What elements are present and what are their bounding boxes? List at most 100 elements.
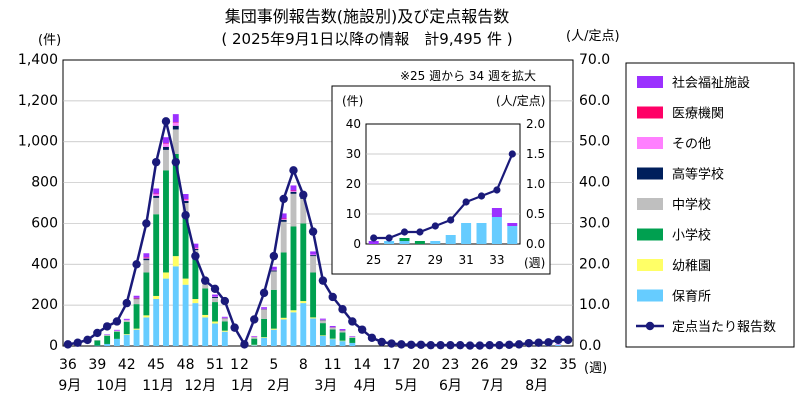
right-tick-label: 20.0 bbox=[579, 256, 610, 272]
bar-segment bbox=[310, 318, 317, 346]
bar-segment bbox=[349, 336, 356, 338]
rate-point bbox=[269, 251, 279, 261]
bar-segment bbox=[319, 335, 326, 346]
rate-point bbox=[122, 298, 131, 308]
bar-segment bbox=[192, 247, 199, 249]
x-tick-label: 14 bbox=[353, 357, 371, 373]
legend-label: 保育所 bbox=[672, 289, 711, 305]
bar-segment bbox=[182, 200, 189, 203]
chart-title-line1: 集団事例報告数(施設別)及び定点報告数 bbox=[225, 7, 510, 26]
rate-point bbox=[308, 227, 318, 236]
bar-segment bbox=[114, 330, 120, 332]
left-tick-label: 0 bbox=[353, 237, 361, 251]
left-tick-label: 40 bbox=[346, 117, 361, 131]
x-tick-label: 29 bbox=[428, 253, 443, 267]
x-tick-label: 48 bbox=[177, 357, 195, 373]
bar-segment bbox=[133, 298, 140, 300]
rate-point bbox=[485, 340, 494, 350]
bar-segment bbox=[430, 241, 441, 244]
inset-right-unit: (人/定点) bbox=[496, 93, 545, 108]
bar-segment bbox=[319, 319, 326, 321]
bar-segment bbox=[153, 299, 160, 346]
left-tick-label: 400 bbox=[31, 256, 58, 272]
rate-point bbox=[447, 216, 455, 224]
bar-segment bbox=[212, 296, 218, 298]
bar-segment bbox=[300, 198, 307, 224]
left-tick-label: 800 bbox=[31, 175, 58, 191]
bar-segment bbox=[349, 337, 356, 343]
main-plot-frame bbox=[62, 59, 574, 347]
bar-segment bbox=[123, 334, 130, 335]
bar-segment bbox=[221, 331, 228, 346]
bar-segment bbox=[310, 254, 317, 256]
left-tick-label: 1,400 bbox=[18, 52, 58, 68]
x-tick-label: 42 bbox=[118, 357, 136, 373]
bar-segment bbox=[192, 303, 199, 346]
rate-point bbox=[328, 292, 337, 302]
bar-segment bbox=[310, 317, 317, 319]
bar-segment bbox=[261, 337, 267, 338]
right-tick-label: 2.0 bbox=[526, 117, 545, 131]
bar-segment bbox=[329, 338, 336, 340]
legend-swatch bbox=[637, 76, 663, 88]
inset-left-unit: (件) bbox=[342, 94, 363, 108]
bar-segment bbox=[290, 310, 297, 313]
bar-segment bbox=[182, 199, 189, 201]
bar-segment bbox=[339, 330, 346, 331]
bar-segment bbox=[172, 153, 179, 257]
bar-segment bbox=[491, 208, 502, 217]
rate-point bbox=[63, 340, 73, 349]
bar-segment bbox=[339, 332, 346, 341]
right-tick-label: 0.0 bbox=[526, 237, 545, 251]
bar-segment bbox=[280, 218, 287, 220]
bar-segment bbox=[172, 129, 179, 154]
bar-segment bbox=[163, 149, 169, 171]
bar-segment bbox=[368, 241, 379, 244]
bar-segment bbox=[143, 253, 150, 258]
bar-segment bbox=[300, 301, 307, 304]
legend-label: 医療機関 bbox=[672, 107, 724, 122]
bar-segment bbox=[133, 304, 140, 329]
rate-point bbox=[230, 323, 239, 332]
left-tick-label: 600 bbox=[31, 215, 58, 231]
left-tick-label: 0 bbox=[49, 338, 58, 354]
x-tick-label: 36 bbox=[59, 357, 77, 373]
bar-segment bbox=[104, 335, 111, 344]
rate-point bbox=[462, 198, 470, 206]
bar-segment bbox=[143, 258, 150, 261]
bar-segment bbox=[182, 194, 189, 200]
bar-segment bbox=[212, 294, 218, 297]
bar-segment bbox=[329, 325, 336, 328]
x-tick-label: 27 bbox=[397, 253, 412, 267]
x-tick-label: 31 bbox=[458, 253, 473, 267]
bar-segment bbox=[300, 303, 307, 346]
bar-segment bbox=[221, 317, 228, 319]
rate-point bbox=[431, 222, 439, 230]
bar-segment bbox=[104, 343, 111, 346]
bar-segment bbox=[172, 122, 179, 126]
bar-segment bbox=[261, 307, 267, 309]
bar-segment bbox=[251, 344, 258, 346]
bar-segment bbox=[507, 223, 518, 226]
rate-point bbox=[563, 335, 573, 345]
bar-segment bbox=[123, 318, 130, 320]
bar-segment bbox=[153, 193, 160, 195]
bar-segment bbox=[163, 146, 169, 150]
bar-segment bbox=[300, 223, 307, 302]
rate-point bbox=[112, 317, 122, 326]
bar-segment bbox=[339, 330, 346, 333]
rate-point bbox=[161, 117, 171, 126]
bar-segment bbox=[290, 190, 297, 192]
month-label: 3月 bbox=[314, 378, 337, 394]
x-tick-label: 26 bbox=[471, 357, 489, 373]
inset-x-unit: (週) bbox=[524, 256, 545, 270]
bar-segment bbox=[270, 328, 277, 330]
bar-segment bbox=[329, 329, 336, 339]
bar-segment bbox=[153, 197, 160, 215]
bar-segment bbox=[349, 342, 356, 346]
right-tick-label: 60.0 bbox=[579, 93, 610, 109]
bar-segment bbox=[163, 278, 169, 346]
bar-segment bbox=[123, 319, 130, 321]
bar-segment bbox=[280, 252, 287, 318]
bar-segment bbox=[329, 327, 336, 328]
